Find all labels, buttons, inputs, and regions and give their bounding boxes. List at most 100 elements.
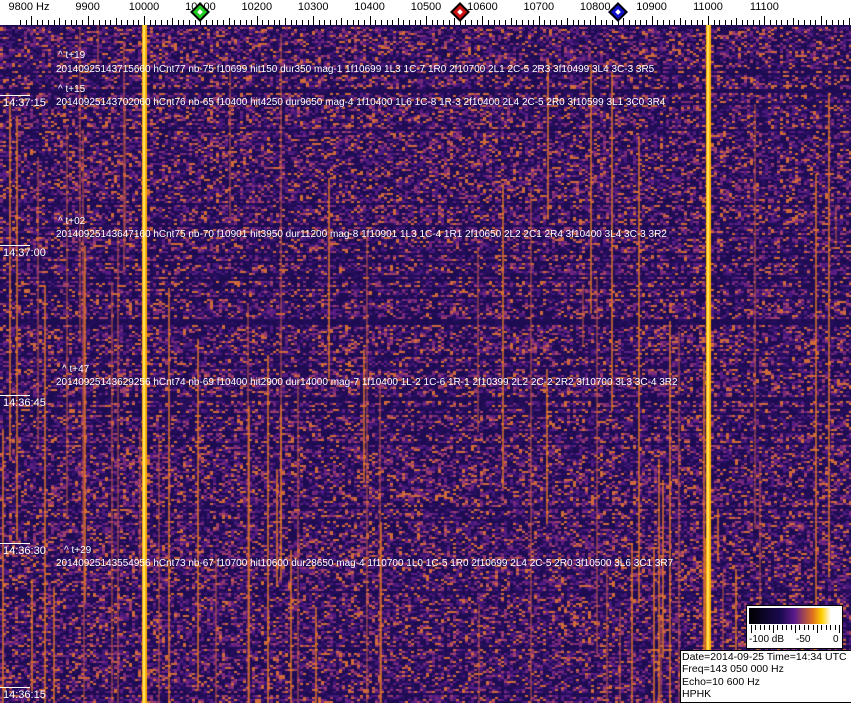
axis-tick: [849, 18, 850, 25]
scale-tick: [808, 625, 810, 630]
axis-tick: [612, 20, 613, 25]
echo-detection-record: 20140925143702060 hCnt76 nb-65 f10400 hi…: [56, 97, 666, 108]
axis-tick: [680, 18, 681, 25]
axis-tick: [494, 20, 495, 25]
axis-tick: [522, 20, 523, 25]
axis-tick: [714, 20, 715, 25]
axis-tick: [561, 20, 562, 25]
axis-tick: [843, 20, 844, 25]
axis-tick: [246, 20, 247, 25]
blue-marker-icon[interactable]: [607, 2, 628, 22]
axis-tick: [341, 18, 342, 25]
time-marker-line: [0, 687, 30, 688]
axis-tick: [195, 20, 196, 25]
axis-tick: [54, 20, 55, 25]
axis-tick: [155, 20, 156, 25]
axis-tick: [725, 20, 726, 25]
axis-tick: [217, 20, 218, 25]
axis-tick: [488, 20, 489, 25]
time-label: 14:36:45: [3, 397, 46, 409]
scale-tick: [790, 625, 792, 630]
axis-tick: [144, 16, 145, 25]
axis-tick: [229, 18, 230, 25]
time-marker-line: [0, 395, 30, 396]
axis-tick: [93, 20, 94, 25]
waterfall-spectrogram[interactable]: [0, 25, 851, 703]
axis-tick: [319, 20, 320, 25]
axis-tick: [268, 20, 269, 25]
axis-tick: [279, 20, 280, 25]
axis-tick: [635, 20, 636, 25]
axis-tick: [657, 20, 658, 25]
time-marker-line: [0, 543, 30, 544]
time-marker-line: [0, 95, 30, 96]
axis-tick: [550, 20, 551, 25]
scale-tick: [799, 625, 801, 630]
scale-tick: [751, 625, 752, 633]
axis-unit-label: 9800 Hz: [8, 1, 50, 13]
echo-time-offset: ^ t+19: [58, 50, 86, 61]
axis-tick: [685, 20, 686, 25]
echo-detection-record: 20140925143554956 hCnt73 nb-67 f10700 hi…: [56, 558, 674, 569]
echo-detection-record: 20140925143647160 hCnt75 nb-70 f10901 hi…: [56, 229, 667, 240]
axis-tick: [59, 18, 60, 25]
axis-label-10400: 10400: [354, 1, 385, 13]
axis-tick: [544, 20, 545, 25]
axis-tick: [449, 20, 450, 25]
axis-tick: [82, 20, 83, 25]
axis-tick: [105, 20, 106, 25]
axis-tick: [20, 20, 21, 25]
scale-tick: [773, 625, 774, 633]
axis-tick: [291, 20, 292, 25]
info-echo: Echo=10 600 Hz: [682, 675, 760, 688]
axis-tick: [663, 20, 664, 25]
axis-tick: [403, 20, 404, 25]
scale-tick: [825, 625, 827, 630]
axis-tick: [590, 20, 591, 25]
axis-tick: [697, 20, 698, 25]
axis-tick: [71, 20, 72, 25]
axis-tick: [99, 20, 100, 25]
axis-label-10500: 10500: [410, 1, 442, 13]
scale-tick: [786, 625, 788, 630]
axis-tick: [533, 20, 534, 25]
axis-tick: [528, 20, 529, 25]
axis-tick: [285, 18, 286, 25]
axis-tick: [793, 18, 794, 25]
axis-tick: [110, 20, 111, 25]
axis-tick: [313, 16, 314, 25]
axis-tick: [330, 20, 331, 25]
axis-tick: [578, 20, 579, 25]
echo-time-offset: ^ t+15: [58, 84, 86, 95]
axis-tick: [606, 20, 607, 25]
axis-tick: [742, 20, 743, 25]
time-label: 14:37:00: [3, 247, 46, 259]
axis-tick: [127, 20, 128, 25]
scale-tick: [834, 625, 836, 630]
axis-tick: [838, 20, 839, 25]
axis-tick: [770, 20, 771, 25]
scale-tick: [795, 625, 796, 633]
info-date-time: Date=2014-09-25 Time=14:34 UTC: [682, 651, 847, 663]
echo-detection-record: 20140925143629256 hCnt74 nb-69 f10400 hi…: [56, 377, 678, 388]
axis-tick: [708, 16, 709, 25]
axis-tick: [465, 20, 466, 25]
axis-tick: [296, 20, 297, 25]
axis-tick: [172, 18, 173, 25]
axis-tick: [821, 16, 822, 25]
axis-tick: [781, 20, 782, 25]
axis-tick: [674, 20, 675, 25]
frequency-axis: 9800 Hz 99001000010100102001030010400105…: [0, 0, 851, 25]
axis-label-10000: 10000: [128, 1, 160, 13]
axis-tick: [415, 20, 416, 25]
axis-tick: [324, 20, 325, 25]
axis-tick: [392, 20, 393, 25]
axis-tick: [719, 20, 720, 25]
echo-time-offset: ^ t+47: [62, 364, 90, 375]
scale-tick: [755, 625, 757, 630]
axis-tick: [133, 20, 134, 25]
axis-tick: [138, 20, 139, 25]
axis-tick: [776, 20, 777, 25]
axis-tick: [353, 20, 354, 25]
axis-tick: [26, 20, 27, 25]
